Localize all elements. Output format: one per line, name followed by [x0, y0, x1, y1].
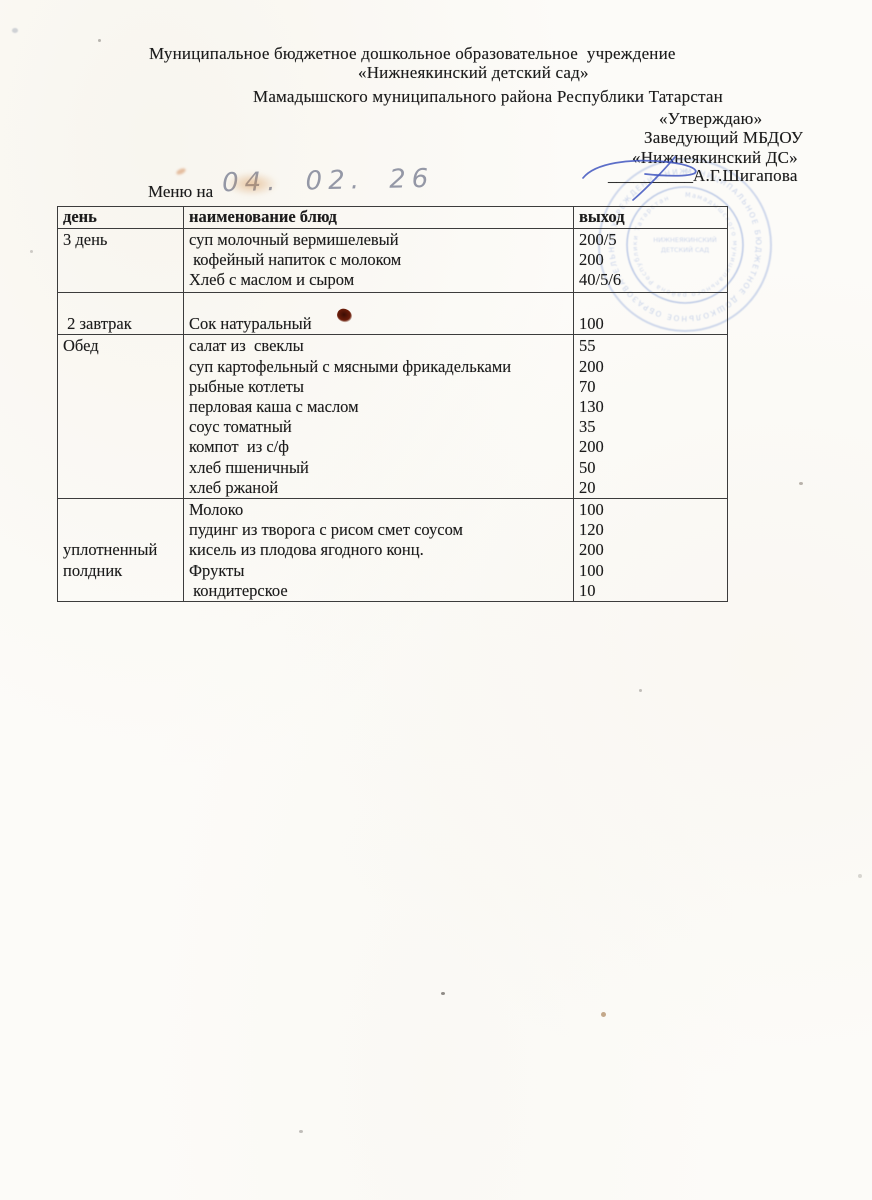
org-name-line-1: Муниципальное бюджетное дошкольное образ…: [149, 44, 676, 63]
col-header-dishes: наименование блюд: [183, 206, 574, 229]
day-cell: 3 день: [57, 228, 184, 293]
menu-table-body: 3 день суп молочный вермишелевый кофейный…: [57, 228, 728, 603]
table-row: 3 день суп молочный вермишелевый кофейный…: [57, 228, 728, 293]
dishes-cell: салат из свеклы суп картофельный с мясны…: [183, 334, 574, 500]
scan-speck: [858, 874, 862, 878]
day-cell: Обед: [57, 334, 184, 500]
day-cell: 2 завтрак: [57, 291, 184, 336]
output-cell: 100 120 200 100 10: [573, 498, 728, 603]
menu-date-handwritten: 04. 02. 26: [221, 163, 435, 199]
signer-name: А.Г.Шигапова: [693, 166, 798, 185]
dishes-cell: Сок натуральный: [183, 291, 574, 336]
approver-position: Заведующий МБДОУ: [644, 128, 804, 147]
scan-speck: [30, 250, 33, 253]
table-row: Обед салат из свеклы суп картофельный с м…: [57, 334, 728, 500]
day-cell: уплотненный полдник: [57, 498, 184, 603]
scan-speck: [799, 482, 803, 485]
handwritten-signature: [582, 156, 697, 201]
dishes-cell: суп молочный вермишелевый кофейный напит…: [183, 228, 574, 293]
signature-line: __________: [608, 166, 693, 185]
table-row: уплотненный полдник Молоко пудинг из твор…: [57, 498, 728, 603]
scan-speck: [98, 39, 101, 42]
output-cell: 100: [573, 291, 728, 336]
signature-row: __________А.Г.Шигапова: [608, 166, 798, 186]
col-header-day: день: [57, 206, 184, 229]
org-name-line-3: Мамадышского муниципального района Респу…: [253, 87, 723, 106]
approve-label: «Утверждаю»: [659, 109, 763, 128]
output-cell: 200/5 200 40/5/6: [573, 228, 728, 293]
table-row: 2 завтрак Сок натуральный 100: [57, 291, 728, 336]
dishes-cell: Молоко пудинг из творога с рисом смет со…: [183, 498, 574, 603]
scan-speck: [639, 689, 642, 692]
scan-speck: [441, 992, 445, 995]
scan-speck: [299, 1130, 303, 1133]
scan-speck: [175, 167, 187, 176]
menu-label: Меню на: [148, 182, 214, 201]
scan-speck: [12, 28, 18, 33]
col-header-output: выход: [573, 206, 728, 229]
menu-table: день наименование блюд выход 3 день суп м…: [57, 206, 728, 603]
scan-speck: [601, 1012, 606, 1017]
output-cell: 55 200 70 130 35 200 50 20: [573, 334, 728, 500]
org-name-line-2: «Нижнеякинский детский сад»: [358, 63, 589, 82]
